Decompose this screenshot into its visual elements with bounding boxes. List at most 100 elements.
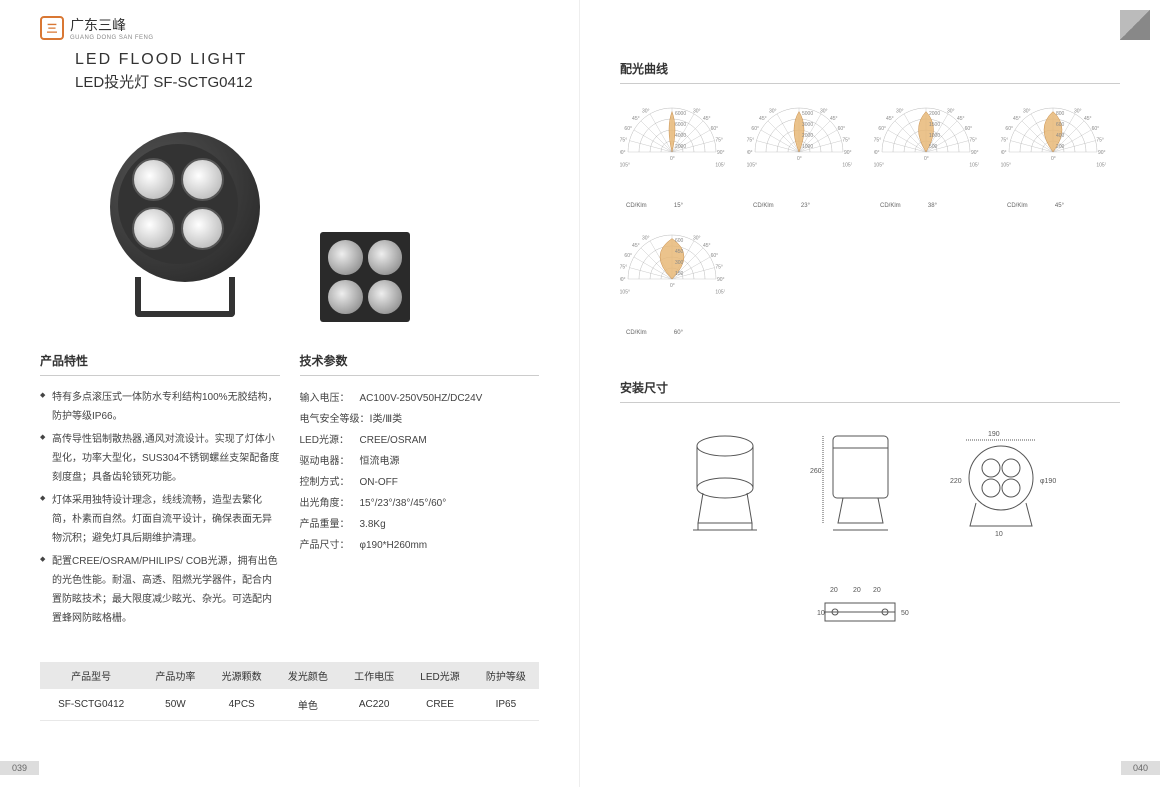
svg-text:600: 600 <box>675 238 684 244</box>
svg-text:φ190: φ190 <box>1040 478 1056 485</box>
table-header: 工作电压 <box>341 662 407 689</box>
svg-text:30°: 30° <box>769 108 777 114</box>
svg-text:105°: 105° <box>874 162 884 168</box>
svg-text:450: 450 <box>675 249 684 255</box>
svg-text:75°: 75° <box>715 138 723 144</box>
svg-text:75°: 75° <box>1096 138 1104 144</box>
spec-list: 输入电压：AC100V-250V50HZ/DC24V电气安全等级：Ⅰ类/Ⅲ类LE… <box>300 388 540 556</box>
spec-row: 电气安全等级：Ⅰ类/Ⅲ类 <box>300 409 540 430</box>
svg-text:2000: 2000 <box>929 111 940 117</box>
svg-text:75°: 75° <box>842 138 850 144</box>
svg-text:60°: 60° <box>838 126 846 132</box>
svg-text:60°: 60° <box>1005 126 1013 132</box>
svg-text:90°: 90° <box>747 150 753 156</box>
svg-text:30°: 30° <box>642 235 650 241</box>
svg-text:45°: 45° <box>957 116 965 122</box>
svg-text:150: 150 <box>675 271 684 277</box>
feature-list: 特有多点滚压式一体防水专利结构100%无胶结构，防护等级IP66。高传导性铝制散… <box>40 388 280 628</box>
table-header: 发光颜色 <box>275 662 341 689</box>
svg-text:1500: 1500 <box>929 122 940 128</box>
svg-text:75°: 75° <box>620 138 627 144</box>
svg-text:60°: 60° <box>711 253 719 259</box>
install-section: 安装尺寸 <box>620 379 1120 658</box>
table-header: 产品功率 <box>142 662 208 689</box>
svg-text:1000: 1000 <box>802 144 813 150</box>
svg-text:45°: 45° <box>1084 116 1092 122</box>
svg-text:190: 190 <box>988 431 1000 438</box>
svg-text:90°: 90° <box>874 150 880 156</box>
svg-text:60°: 60° <box>711 126 719 132</box>
polar-chart: 150300450600105°105°90°90°75°75°60°60°45… <box>620 229 725 334</box>
feature-item: 配置CREE/OSRAM/PHILIPS/ COB光源，拥有出色的光色性能。耐温… <box>40 552 280 628</box>
svg-text:6000: 6000 <box>675 111 686 117</box>
install-title: 安装尺寸 <box>620 379 1120 403</box>
svg-text:300: 300 <box>675 260 684 266</box>
corner-tab-icon <box>1120 10 1150 40</box>
drawing-top <box>683 428 768 543</box>
spec-row: 出光角度：15°/23°/38°/45°/60° <box>300 493 540 514</box>
svg-text:30°: 30° <box>1023 108 1031 114</box>
features-title: 产品特性 <box>40 352 280 376</box>
table-header: 产品型号 <box>40 662 142 689</box>
svg-text:20: 20 <box>873 587 881 594</box>
drawing-side: 260 <box>808 428 908 543</box>
polar-chart: 1000200030005000105°105°90°90°75°75°60°6… <box>747 102 852 207</box>
svg-text:90°: 90° <box>1001 150 1007 156</box>
title-chinese: LED投光灯 SF-SCTG0412 <box>75 71 539 92</box>
svg-text:30°: 30° <box>947 108 955 114</box>
svg-text:800: 800 <box>1056 111 1065 117</box>
polar-title: 配光曲线 <box>620 60 1120 84</box>
svg-text:105°: 105° <box>1096 162 1106 168</box>
svg-text:45°: 45° <box>632 116 640 122</box>
svg-text:2000: 2000 <box>802 133 813 139</box>
spec-table: 产品型号产品功率光源颗数发光颜色工作电压LED光源防护等级 SF-SCTG041… <box>40 662 539 721</box>
svg-text:4000: 4000 <box>675 133 686 139</box>
polar-chart: 2000400060006000105°105°90°90°75°75°60°6… <box>620 102 725 207</box>
svg-text:30°: 30° <box>820 108 828 114</box>
svg-text:0°: 0° <box>1051 156 1056 162</box>
svg-text:400: 400 <box>1056 133 1065 139</box>
spec-row: 驱动电器：恒流电源 <box>300 451 540 472</box>
feature-item: 特有多点滚压式一体防水专利结构100%无胶结构，防护等级IP66。 <box>40 388 280 426</box>
svg-text:60°: 60° <box>878 126 886 132</box>
svg-text:45°: 45° <box>703 243 711 249</box>
svg-text:60°: 60° <box>965 126 973 132</box>
svg-text:10: 10 <box>817 610 825 617</box>
svg-text:75°: 75° <box>747 138 754 144</box>
spec-row: LED光源：CREE/OSRAM <box>300 430 540 451</box>
table-cell: SF-SCTG0412 <box>40 689 142 721</box>
svg-text:0°: 0° <box>670 283 675 289</box>
polar-chart: 500100015002000105°105°90°90°75°75°60°60… <box>874 102 979 207</box>
svg-text:45°: 45° <box>830 116 838 122</box>
svg-text:90°: 90° <box>844 150 852 156</box>
spec-row: 产品尺寸：φ190*H260mm <box>300 535 540 556</box>
svg-text:105°: 105° <box>747 162 757 168</box>
spec-row: 输入电压：AC100V-250V50HZ/DC24V <box>300 388 540 409</box>
page-number-left: 039 <box>0 761 39 775</box>
table-header: 光源颗数 <box>209 662 275 689</box>
svg-text:6000: 6000 <box>675 122 686 128</box>
svg-text:50: 50 <box>901 610 909 617</box>
svg-text:220: 220 <box>950 478 962 485</box>
svg-text:45°: 45° <box>759 116 767 122</box>
specs-section: 技术参数 输入电压：AC100V-250V50HZ/DC24V电气安全等级：Ⅰ类… <box>300 352 540 632</box>
svg-text:75°: 75° <box>620 265 627 271</box>
svg-text:105°: 105° <box>842 162 852 168</box>
svg-text:75°: 75° <box>1001 138 1008 144</box>
svg-text:5000: 5000 <box>802 111 813 117</box>
svg-text:1000: 1000 <box>929 133 940 139</box>
spec-row: 产品重量：3.8Kg <box>300 514 540 535</box>
logo-icon: 三 <box>40 16 64 40</box>
table-cell: 单色 <box>275 689 341 721</box>
svg-text:45°: 45° <box>886 116 894 122</box>
svg-text:30°: 30° <box>1074 108 1082 114</box>
svg-text:0°: 0° <box>670 156 675 162</box>
svg-text:30°: 30° <box>693 235 701 241</box>
table-cell: IP65 <box>473 689 539 721</box>
svg-text:2000: 2000 <box>675 144 686 150</box>
svg-text:90°: 90° <box>717 277 725 283</box>
brand-logo: 三 广东三峰 GUANG DONG SAN FENG <box>40 15 539 41</box>
svg-text:500: 500 <box>929 144 938 150</box>
features-section: 产品特性 特有多点滚压式一体防水专利结构100%无胶结构，防护等级IP66。高传… <box>40 352 280 632</box>
drawing-base: 20 20 20 10 50 <box>815 583 925 658</box>
